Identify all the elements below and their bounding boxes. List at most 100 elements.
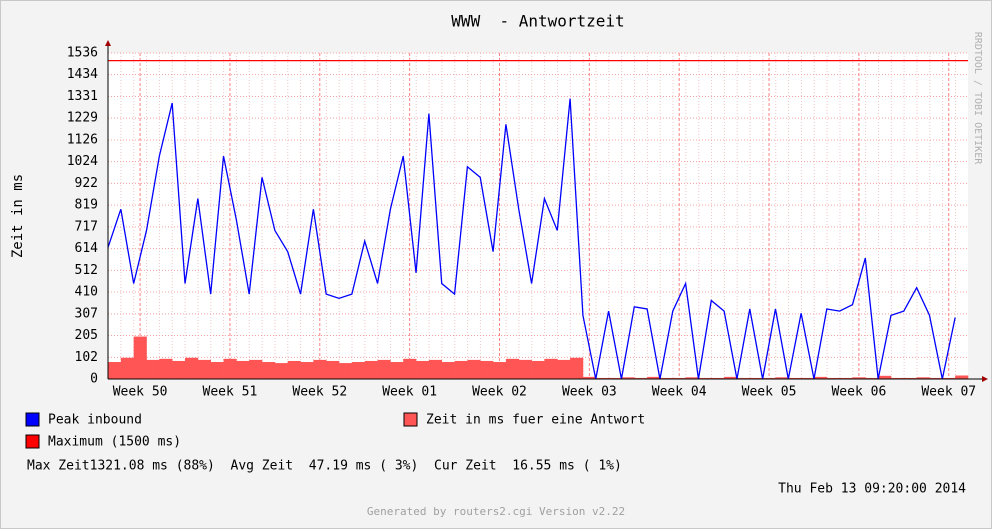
y-axis-arrow [105,40,111,46]
area-segment [852,377,866,379]
area-segment [505,358,520,379]
x-tick-label: Week 05 [742,385,797,400]
area-segment [454,360,468,379]
area-segment [172,360,186,379]
area-segment [711,377,725,379]
legend-label: Zeit in ms fuer eine Antwort [426,413,645,428]
area-segment [595,377,609,379]
y-tick-label: 102 [75,350,98,365]
area-segment [839,377,853,379]
y-tick-label: 614 [75,241,99,256]
y-tick-label: 512 [75,263,98,278]
area-segment [210,362,224,379]
area-segment [878,375,892,379]
y-tick-label: 0 [90,372,98,387]
x-tick-label: Week 52 [292,385,347,400]
area-segment [249,359,263,379]
minor-grid [120,53,956,379]
area-segment [120,357,134,379]
x-tick-label: Week 50 [113,385,168,400]
area-segment [813,376,828,379]
area-segment [557,359,571,379]
area-segment [197,359,211,379]
area-segment [647,376,661,379]
legend-swatch [25,412,40,427]
area-segment [287,360,301,379]
area-segment [621,377,635,379]
area-segment [300,362,314,379]
y-tick-label: 1024 [67,154,98,169]
area-segment [749,377,763,379]
area-segment [480,360,494,379]
area-segment [493,362,507,379]
legend-swatch [403,412,418,427]
y-tick-label: 307 [75,306,98,321]
area-segment [801,377,815,379]
y-tick-label: 205 [75,328,98,343]
area-segment [351,362,366,379]
area-segment [672,377,686,379]
area-segment [159,358,173,379]
area-segment [788,377,802,379]
chart-title: WWW - Antwortzeit [451,12,624,31]
legend-label: Maximum (1500 ms) [48,435,181,450]
y-tick-label: 1331 [67,89,98,104]
legend-label: Peak inbound [48,413,142,428]
area-segment [339,363,353,379]
area-segment [634,377,648,379]
area-segment [467,359,481,379]
y-tick-label: 1229 [67,111,98,126]
area-segment [724,376,738,379]
area-segment [570,357,584,379]
area-segment [326,360,340,379]
x-axis-arrow [982,376,988,382]
plot-area [108,53,968,379]
y-tick-label: 1434 [67,67,98,82]
area-segment [544,358,558,379]
area-segment [736,377,751,379]
area-segment [390,362,404,379]
watermark: RRDTOOL / TOBI OETIKER [972,32,983,165]
x-tick-label: Week 02 [472,385,527,400]
x-tick-label: Week 51 [203,385,258,400]
stats: Max Zeit1321.08 ms (88%) Avg Zeit 47.19 … [27,459,622,474]
area-segment [608,377,622,379]
y-tick-label: 922 [75,176,98,191]
area-segment [659,377,674,379]
legend-swatch [25,434,40,449]
area-segment [582,376,597,379]
area-segment [185,357,199,379]
area-segment [942,377,956,379]
area-segment [364,360,378,379]
area-segment [916,377,930,379]
y-tick-label: 819 [75,198,98,213]
area-segment [236,360,250,379]
area-segment [274,363,289,379]
area-segment [108,362,122,379]
area-segment [890,377,905,379]
y-axis-label: Zeit in ms [10,174,26,258]
area-segment [133,336,147,379]
area-segment [762,377,776,379]
area-segment [416,360,430,379]
footer: Generated by routers2.cgi Version v2.22 [367,505,625,518]
y-tick-label: 1126 [67,133,98,148]
area-segment [698,377,712,379]
area-segment [441,362,455,379]
timestamp: Thu Feb 13 09:20:00 2014 [778,482,966,497]
y-tick-label: 410 [75,284,98,299]
area-segment [403,358,417,379]
area-segment [531,360,545,379]
area-segment [518,359,532,379]
x-tick-label: Week 06 [831,385,886,400]
area-segment [865,377,879,379]
area-segment [313,359,327,379]
area-segment [685,377,699,379]
area-segment [929,377,943,379]
x-tick-label: Week 04 [652,385,707,400]
area-segment [377,359,391,379]
area-segment [262,362,276,379]
x-tick-label: Week 01 [382,385,437,400]
area-segment [223,358,237,379]
